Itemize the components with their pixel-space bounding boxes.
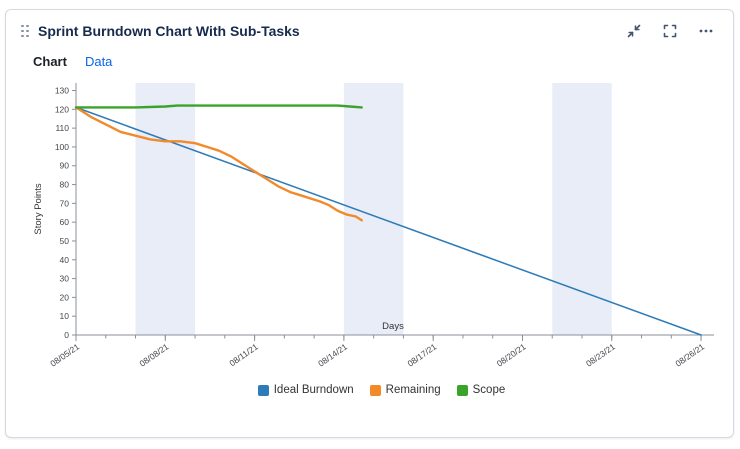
svg-text:70: 70 [60,198,70,208]
legend-swatch-remaining [369,384,381,396]
y-axis-title: Story Points [33,183,44,234]
chart-area: 0 10 20 30 40 50 60 70 80 90 100 110 120 130 08/05/21 0… [6,71,733,396]
fullscreen-icon[interactable] [661,22,679,40]
series-line-scope [74,104,363,109]
svg-text:20: 20 [60,292,70,302]
more-options-icon[interactable] [697,22,715,40]
legend-label-remaining: Remaining [385,384,441,396]
drag-handle-icon[interactable] [18,23,32,39]
x-axis-title: Days [382,321,404,332]
legend-item-scope[interactable]: Scope [456,384,506,396]
header-actions [625,22,715,40]
svg-text:130: 130 [55,86,69,96]
x-tick-label: 08/17/21 [405,341,438,368]
weekend-band [552,83,612,335]
svg-text:110: 110 [55,123,69,133]
burndown-widget-card: Sprint Burndown Chart With Sub-Tasks [5,9,734,438]
view-tabs: Chart Data [6,44,733,71]
svg-text:100: 100 [55,142,69,152]
svg-text:0: 0 [64,330,69,340]
x-tick-label: 08/11/21 [227,341,260,368]
legend-swatch-ideal-burndown [257,384,269,396]
legend-label-scope: Scope [472,384,506,396]
svg-text:120: 120 [55,104,69,114]
x-tick-label: 08/14/21 [316,341,349,368]
collapse-icon[interactable] [625,22,643,40]
svg-text:10: 10 [60,311,70,321]
widget-header: Sprint Burndown Chart With Sub-Tasks [6,10,733,44]
x-tick-label: 08/20/21 [495,341,528,368]
svg-text:30: 30 [60,274,70,284]
svg-text:90: 90 [60,161,70,171]
weekend-band [135,83,196,335]
legend-item-ideal-burndown[interactable]: Ideal Burndown [257,384,354,396]
burndown-chart: 0 10 20 30 40 50 60 70 80 90 100 110 120 130 08/05/21 0… [33,83,714,369]
legend-label-ideal-burndown: Ideal Burndown [273,384,354,396]
svg-text:40: 40 [60,255,70,265]
widget-title: Sprint Burndown Chart With Sub-Tasks [38,23,300,39]
tab-chart[interactable]: Chart [33,54,67,69]
svg-text:60: 60 [60,217,70,227]
x-tick-label: 08/23/21 [584,341,617,368]
legend-swatch-scope [456,384,468,396]
svg-text:50: 50 [60,236,70,246]
series-line-ideal-burndown [75,106,702,336]
tab-data[interactable]: Data [84,54,113,69]
svg-text:80: 80 [60,180,70,190]
legend-item-remaining[interactable]: Remaining [369,384,441,396]
x-tick-label: 08/05/21 [48,341,81,368]
chart-legend: Ideal Burndown Remaining Scope [30,384,733,396]
x-tick-label: 08/08/21 [138,341,171,368]
series-line-remaining [74,106,363,222]
x-tick-label: 08/26/21 [673,341,706,368]
